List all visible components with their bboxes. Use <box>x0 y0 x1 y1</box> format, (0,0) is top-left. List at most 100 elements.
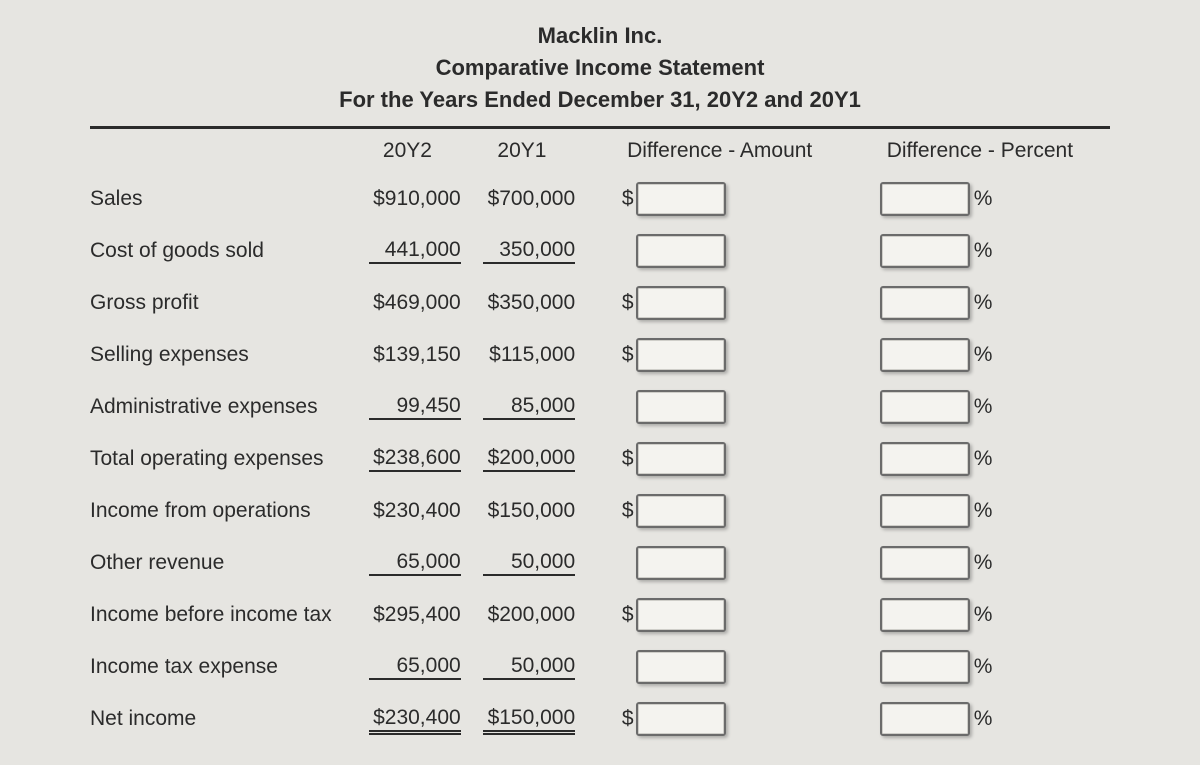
row-label: Administrative expenses <box>90 381 350 433</box>
diff-percent-input[interactable] <box>880 650 970 684</box>
col-20y1: 20Y1 <box>465 139 579 173</box>
title-rule <box>90 126 1110 129</box>
value-20y1: 50,000 <box>465 641 579 693</box>
diff-amount-cell: $ <box>590 485 850 537</box>
company-name: Macklin Inc. <box>90 20 1110 52</box>
diff-percent-cell: % <box>850 641 1110 693</box>
diff-amount-cell: $ <box>590 693 850 745</box>
diff-amount-cell <box>590 537 850 589</box>
row-label: Gross profit <box>90 277 350 329</box>
value-20y1: $700,000 <box>465 173 579 225</box>
table-row: Income tax expense65,00050,000% <box>90 641 1110 693</box>
diff-percent-cell: % <box>850 277 1110 329</box>
dollar-sign: $ <box>620 603 634 627</box>
row-label: Income before income tax <box>90 589 350 641</box>
value-20y2: 99,450 <box>350 381 464 433</box>
value-20y1: 350,000 <box>465 225 579 277</box>
value-20y1: $150,000 <box>465 693 579 745</box>
table-row: Administrative expenses99,45085,000% <box>90 381 1110 433</box>
percent-sign: % <box>974 551 993 575</box>
dollar-sign: $ <box>620 343 634 367</box>
diff-percent-cell: % <box>850 329 1110 381</box>
row-label: Sales <box>90 173 350 225</box>
statement-title: Comparative Income Statement <box>90 52 1110 84</box>
diff-percent-input[interactable] <box>880 598 970 632</box>
table-row: Sales$910,000$700,000$% <box>90 173 1110 225</box>
table-row: Selling expenses$139,150$115,000$% <box>90 329 1110 381</box>
diff-percent-input[interactable] <box>880 390 970 424</box>
statement-table: 20Y2 20Y1 Difference - Amount Difference… <box>90 139 1110 745</box>
diff-amount-cell: $ <box>590 329 850 381</box>
col-20y2: 20Y2 <box>350 139 464 173</box>
table-row: Total operating expenses$238,600$200,000… <box>90 433 1110 485</box>
diff-percent-cell: % <box>850 537 1110 589</box>
table-row: Other revenue65,00050,000% <box>90 537 1110 589</box>
dollar-sign: $ <box>620 291 634 315</box>
diff-amount-cell: $ <box>590 433 850 485</box>
dollar-sign: $ <box>620 447 634 471</box>
percent-sign: % <box>974 343 993 367</box>
diff-percent-input[interactable] <box>880 546 970 580</box>
value-20y2: 65,000 <box>350 641 464 693</box>
period-line: For the Years Ended December 31, 20Y2 an… <box>90 84 1110 116</box>
diff-percent-input[interactable] <box>880 338 970 372</box>
table-row: Cost of goods sold441,000350,000% <box>90 225 1110 277</box>
diff-percent-cell: % <box>850 173 1110 225</box>
row-label: Net income <box>90 693 350 745</box>
row-label: Income from operations <box>90 485 350 537</box>
diff-amount-input[interactable] <box>636 598 726 632</box>
row-label: Total operating expenses <box>90 433 350 485</box>
diff-percent-input[interactable] <box>880 286 970 320</box>
diff-percent-cell: % <box>850 381 1110 433</box>
percent-sign: % <box>974 499 993 523</box>
diff-percent-input[interactable] <box>880 234 970 268</box>
diff-percent-input[interactable] <box>880 494 970 528</box>
diff-amount-input[interactable] <box>636 234 726 268</box>
col-diff-amount: Difference - Amount <box>590 139 850 173</box>
percent-sign: % <box>974 239 993 263</box>
diff-amount-cell <box>590 225 850 277</box>
diff-amount-input[interactable] <box>636 338 726 372</box>
percent-sign: % <box>974 395 993 419</box>
diff-amount-input[interactable] <box>636 494 726 528</box>
diff-amount-input[interactable] <box>636 650 726 684</box>
diff-amount-input[interactable] <box>636 546 726 580</box>
diff-amount-cell <box>590 641 850 693</box>
diff-percent-input[interactable] <box>880 442 970 476</box>
value-20y1: $115,000 <box>465 329 579 381</box>
value-20y1: $350,000 <box>465 277 579 329</box>
diff-amount-input[interactable] <box>636 390 726 424</box>
diff-amount-cell: $ <box>590 589 850 641</box>
dollar-sign: $ <box>620 707 634 731</box>
percent-sign: % <box>974 447 993 471</box>
header-row: 20Y2 20Y1 Difference - Amount Difference… <box>90 139 1110 173</box>
diff-percent-input[interactable] <box>880 702 970 736</box>
percent-sign: % <box>974 655 993 679</box>
diff-percent-input[interactable] <box>880 182 970 216</box>
diff-amount-cell <box>590 381 850 433</box>
percent-sign: % <box>974 187 993 211</box>
col-diff-percent: Difference - Percent <box>850 139 1110 173</box>
diff-amount-input[interactable] <box>636 442 726 476</box>
diff-amount-input[interactable] <box>636 702 726 736</box>
diff-percent-cell: % <box>850 225 1110 277</box>
percent-sign: % <box>974 707 993 731</box>
value-20y1: $200,000 <box>465 433 579 485</box>
value-20y1: $200,000 <box>465 589 579 641</box>
title-block: Macklin Inc. Comparative Income Statemen… <box>90 20 1110 122</box>
value-20y2: $230,400 <box>350 485 464 537</box>
row-label: Cost of goods sold <box>90 225 350 277</box>
value-20y2: $230,400 <box>350 693 464 745</box>
value-20y2: $295,400 <box>350 589 464 641</box>
value-20y2: $139,150 <box>350 329 464 381</box>
table-row: Net income$230,400$150,000 $% <box>90 693 1110 745</box>
diff-percent-cell: % <box>850 693 1110 745</box>
diff-amount-input[interactable] <box>636 286 726 320</box>
diff-amount-input[interactable] <box>636 182 726 216</box>
value-20y2: 65,000 <box>350 537 464 589</box>
value-20y1: 50,000 <box>465 537 579 589</box>
diff-percent-cell: % <box>850 433 1110 485</box>
value-20y2: $469,000 <box>350 277 464 329</box>
table-row: Income from operations$230,400$150,000$% <box>90 485 1110 537</box>
value-20y1: $150,000 <box>465 485 579 537</box>
